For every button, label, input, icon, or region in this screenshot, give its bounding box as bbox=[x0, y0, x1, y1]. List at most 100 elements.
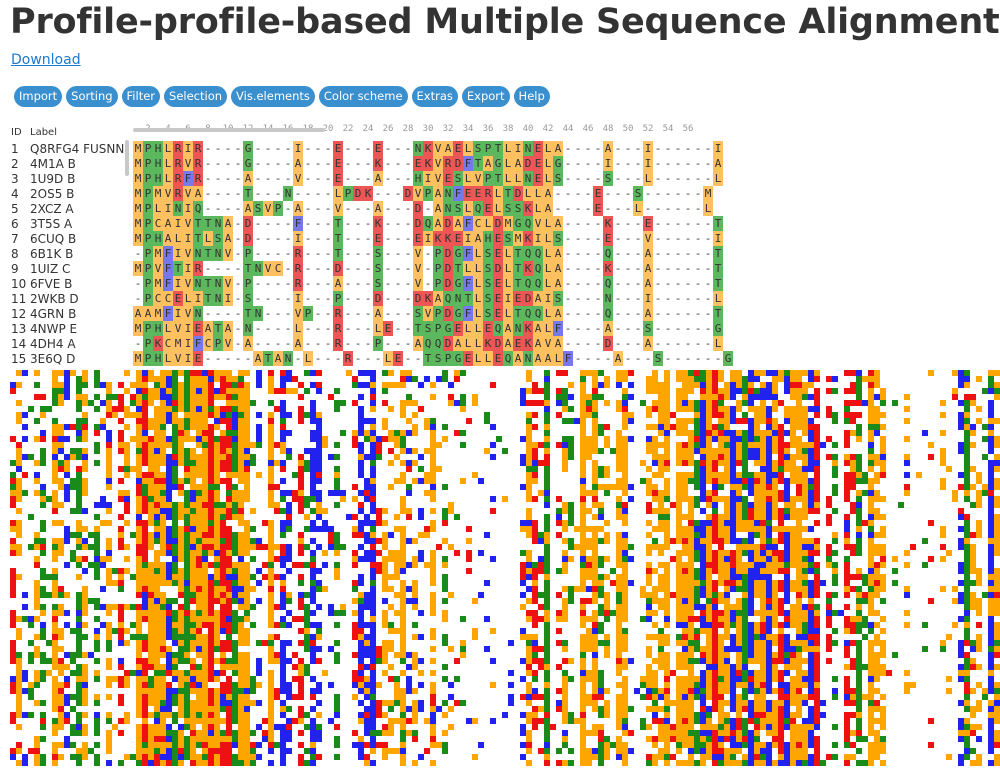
residue[interactable]: - bbox=[224, 352, 232, 365]
residue[interactable]: F bbox=[463, 156, 473, 171]
residue[interactable]: G bbox=[513, 216, 523, 231]
residue[interactable]: - bbox=[324, 352, 332, 365]
residue[interactable]: - bbox=[344, 142, 352, 155]
residue[interactable]: A bbox=[603, 321, 613, 336]
residue[interactable]: A bbox=[223, 216, 233, 231]
residue[interactable]: P bbox=[143, 351, 153, 366]
residue[interactable]: - bbox=[584, 307, 592, 320]
residue[interactable]: - bbox=[344, 322, 352, 335]
residue[interactable]: - bbox=[664, 217, 672, 230]
residue[interactable]: V bbox=[263, 201, 273, 216]
residue[interactable]: G bbox=[453, 306, 463, 321]
residue[interactable]: A bbox=[243, 201, 253, 216]
residue[interactable]: M bbox=[133, 321, 143, 336]
residue[interactable]: - bbox=[284, 262, 292, 275]
residue[interactable]: - bbox=[264, 232, 272, 245]
residue[interactable]: - bbox=[584, 277, 592, 290]
residue[interactable]: - bbox=[654, 322, 662, 335]
residue[interactable]: - bbox=[704, 307, 712, 320]
residue[interactable]: A bbox=[473, 231, 483, 246]
residue[interactable]: D bbox=[523, 156, 533, 171]
residue[interactable]: A bbox=[643, 276, 653, 291]
residue[interactable]: G bbox=[243, 156, 253, 171]
residue[interactable]: - bbox=[214, 352, 222, 365]
residue[interactable]: - bbox=[664, 322, 672, 335]
residue[interactable]: - bbox=[314, 157, 322, 170]
residue[interactable]: - bbox=[594, 352, 602, 365]
residue[interactable]: - bbox=[374, 352, 382, 365]
residue[interactable]: I bbox=[293, 141, 303, 156]
residue[interactable]: A bbox=[133, 306, 143, 321]
residue[interactable]: H bbox=[483, 231, 493, 246]
residue[interactable]: - bbox=[364, 292, 372, 305]
residue[interactable]: - bbox=[284, 277, 292, 290]
residue[interactable]: - bbox=[594, 277, 602, 290]
residue[interactable]: - bbox=[354, 262, 362, 275]
residue[interactable]: - bbox=[214, 157, 222, 170]
residue[interactable]: - bbox=[684, 247, 692, 260]
residue[interactable]: M bbox=[133, 261, 143, 276]
residue[interactable]: F bbox=[453, 186, 463, 201]
residue[interactable]: S bbox=[553, 171, 563, 186]
residue[interactable]: - bbox=[624, 307, 632, 320]
residue[interactable]: L bbox=[543, 261, 553, 276]
residue[interactable]: V bbox=[183, 276, 193, 291]
residue[interactable]: T bbox=[473, 156, 483, 171]
residue[interactable]: - bbox=[674, 232, 682, 245]
residue[interactable]: - bbox=[404, 157, 412, 170]
residue[interactable]: V bbox=[413, 186, 423, 201]
residue[interactable]: N bbox=[213, 216, 223, 231]
residue[interactable]: - bbox=[564, 292, 572, 305]
residue[interactable]: - bbox=[704, 262, 712, 275]
residue[interactable]: - bbox=[694, 187, 702, 200]
residue[interactable]: T bbox=[493, 171, 503, 186]
residue[interactable]: - bbox=[364, 172, 372, 185]
residue[interactable]: E bbox=[533, 156, 543, 171]
residue[interactable]: S bbox=[243, 291, 253, 306]
residue[interactable]: - bbox=[704, 352, 712, 365]
residue[interactable]: A bbox=[533, 321, 543, 336]
residue[interactable]: - bbox=[354, 322, 362, 335]
residue[interactable]: D bbox=[353, 186, 363, 201]
residue[interactable]: P bbox=[303, 306, 313, 321]
residue[interactable]: - bbox=[614, 172, 622, 185]
residue[interactable]: A bbox=[163, 216, 173, 231]
residue[interactable]: S bbox=[633, 186, 643, 201]
residue[interactable]: H bbox=[153, 156, 163, 171]
residue[interactable]: V bbox=[413, 261, 423, 276]
residue[interactable]: - bbox=[204, 352, 212, 365]
residue[interactable]: - bbox=[314, 142, 322, 155]
residue[interactable]: - bbox=[584, 292, 592, 305]
residue[interactable]: - bbox=[324, 217, 332, 230]
residue[interactable]: V bbox=[433, 156, 443, 171]
residue[interactable]: - bbox=[684, 277, 692, 290]
residue[interactable]: - bbox=[394, 217, 402, 230]
residue[interactable]: - bbox=[354, 247, 362, 260]
residue[interactable]: T bbox=[243, 186, 253, 201]
residue[interactable]: L bbox=[333, 186, 343, 201]
residue[interactable]: - bbox=[584, 157, 592, 170]
residue[interactable]: - bbox=[624, 142, 632, 155]
residue[interactable]: T bbox=[203, 291, 213, 306]
residue[interactable]: - bbox=[314, 217, 322, 230]
residue[interactable]: - bbox=[684, 322, 692, 335]
residue[interactable]: V bbox=[223, 336, 233, 351]
residue[interactable]: C bbox=[163, 336, 173, 351]
residue[interactable]: I bbox=[223, 291, 233, 306]
residue[interactable]: G bbox=[713, 321, 723, 336]
row-label[interactable]: 3E6Q D bbox=[30, 352, 76, 366]
residue[interactable]: - bbox=[344, 217, 352, 230]
residue[interactable]: - bbox=[394, 337, 402, 350]
residue[interactable]: - bbox=[234, 307, 242, 320]
residue[interactable]: - bbox=[574, 157, 582, 170]
residue[interactable]: - bbox=[674, 292, 682, 305]
residue[interactable]: - bbox=[344, 292, 352, 305]
residue[interactable]: P bbox=[143, 216, 153, 231]
residue[interactable]: - bbox=[204, 262, 212, 275]
alignment-overview[interactable] bbox=[10, 370, 1000, 768]
residue[interactable]: - bbox=[404, 232, 412, 245]
residue[interactable]: - bbox=[624, 247, 632, 260]
residue[interactable]: V bbox=[433, 141, 443, 156]
residue[interactable]: - bbox=[594, 247, 602, 260]
